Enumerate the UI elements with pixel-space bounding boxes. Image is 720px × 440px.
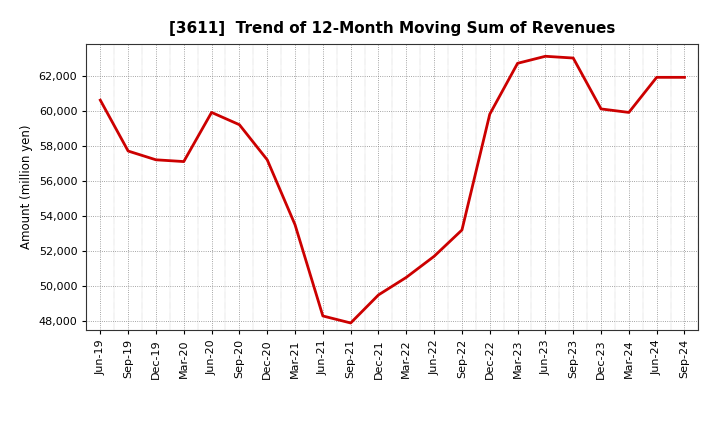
Title: [3611]  Trend of 12-Month Moving Sum of Revenues: [3611] Trend of 12-Month Moving Sum of R… (169, 21, 616, 36)
Y-axis label: Amount (million yen): Amount (million yen) (20, 125, 33, 249)
